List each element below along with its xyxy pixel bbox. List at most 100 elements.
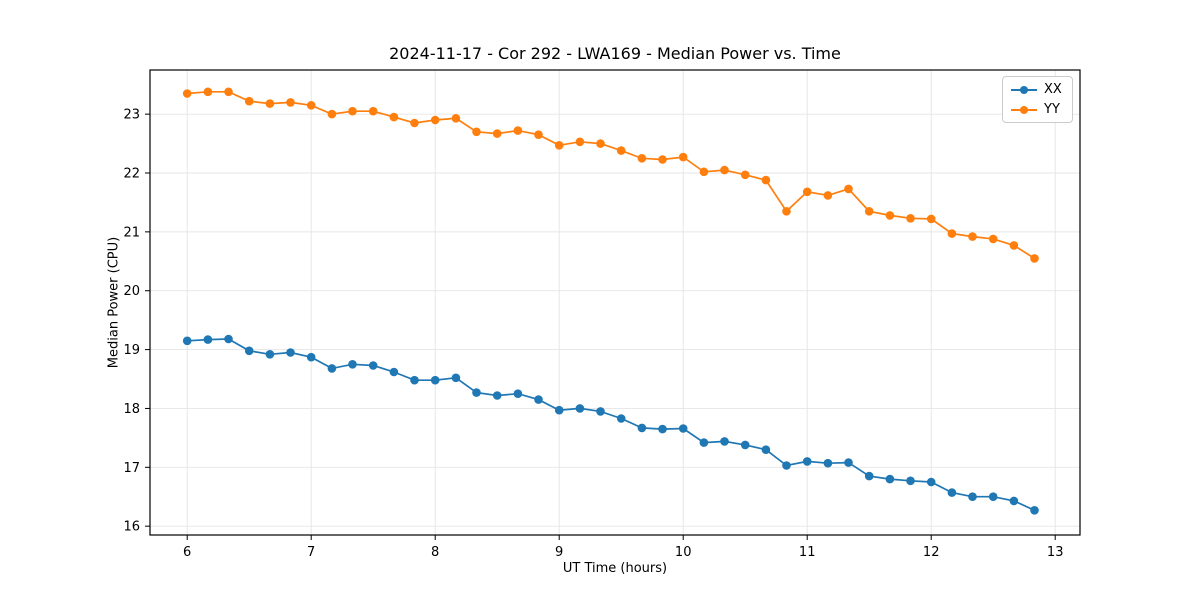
chart-title: 2024-11-17 - Cor 292 - LWA169 - Median P… [389, 44, 841, 63]
data-point-xx [782, 461, 791, 470]
x-tick-label: 12 [923, 545, 940, 560]
data-point-xx [699, 438, 709, 447]
data-point-xx [513, 389, 523, 399]
data-point-yy [968, 232, 977, 241]
data-point-yy [327, 109, 337, 119]
data-point-xx [203, 335, 213, 344]
x-tick-label: 7 [307, 545, 315, 560]
data-point-yy [244, 96, 254, 106]
data-point-xx [182, 336, 192, 346]
data-point-yy [740, 170, 750, 180]
data-point-yy [224, 87, 233, 97]
data-point-yy [513, 126, 523, 135]
data-point-xx [472, 388, 481, 397]
data-point-yy [782, 207, 791, 216]
data-point-xx [864, 471, 874, 481]
data-point-xx [658, 424, 667, 434]
data-point-yy [678, 152, 688, 162]
data-point-yy [389, 112, 399, 122]
x-axis-label: UT Time (hours) [562, 561, 668, 576]
data-point-yy [637, 154, 647, 163]
x-tick-label: 6 [183, 545, 191, 560]
data-point-xx [926, 477, 936, 487]
data-point-yy [802, 187, 812, 197]
y-axis-label: Median Power (CPU) [106, 236, 122, 369]
data-point-xx [244, 346, 254, 356]
data-point-xx [844, 458, 853, 467]
data-point-xx [906, 476, 915, 486]
data-point-xx [720, 437, 729, 446]
data-point-xx [968, 492, 977, 502]
data-point-xx [988, 492, 998, 502]
legend-item-yy: YY [1011, 102, 1062, 117]
y-tick-label: 20 [123, 284, 140, 299]
data-point-yy [658, 155, 667, 164]
y-tick-label: 19 [123, 343, 140, 358]
y-tick-label: 23 [123, 108, 140, 123]
data-point-yy [554, 141, 564, 150]
data-point-yy [823, 191, 833, 200]
data-point-xx [947, 488, 957, 497]
data-point-xx [451, 373, 461, 383]
data-point-yy [844, 184, 853, 194]
y-tick-label: 22 [123, 167, 140, 182]
data-point-yy [286, 98, 295, 107]
data-point-xx [802, 457, 812, 466]
data-point-xx [554, 405, 564, 415]
data-point-xx [823, 458, 833, 468]
data-point-yy [616, 146, 626, 155]
data-point-xx [492, 391, 502, 400]
data-point-xx [885, 474, 895, 484]
data-point-yy [906, 214, 915, 223]
x-tick-label: 8 [431, 545, 439, 560]
data-point-xx [430, 375, 440, 385]
data-point-yy [410, 118, 419, 128]
data-point-yy [265, 99, 275, 108]
data-point-xx [616, 414, 626, 423]
data-point-yy [596, 139, 605, 148]
data-point-xx [224, 334, 233, 344]
data-point-xx [368, 361, 378, 370]
data-point-yy [885, 211, 895, 220]
data-point-xx [306, 352, 316, 362]
data-point-xx [740, 440, 750, 450]
data-point-xx [637, 423, 647, 433]
data-point-yy [492, 129, 502, 138]
data-point-xx [265, 350, 275, 359]
series-line-xx [187, 338, 1035, 512]
data-point-xx [1009, 496, 1019, 506]
legend: XX YY [1002, 76, 1073, 123]
data-point-yy [988, 234, 998, 244]
data-point-yy [1030, 254, 1039, 263]
x-tick-label: 10 [675, 545, 692, 560]
data-point-xx [348, 360, 357, 369]
data-point-yy [699, 167, 709, 177]
data-point-yy [575, 137, 585, 147]
data-point-yy [348, 106, 357, 116]
data-point-yy [534, 130, 543, 139]
legend-marker-icon [1011, 105, 1037, 115]
data-point-xx [389, 367, 399, 377]
data-point-yy [926, 214, 936, 224]
y-tick-label: 17 [123, 461, 140, 476]
data-point-yy [203, 87, 213, 97]
data-point-yy [182, 89, 192, 98]
data-point-xx [327, 364, 337, 373]
data-point-yy [430, 115, 440, 125]
data-point-xx [1030, 506, 1039, 515]
series-line-yy [187, 90, 1035, 260]
data-point-xx [678, 424, 688, 433]
data-point-xx [410, 375, 419, 385]
y-tick-label: 18 [123, 402, 140, 417]
legend-label: YY [1044, 102, 1060, 117]
axes-frame [149, 69, 1081, 536]
data-point-yy [720, 165, 729, 175]
data-point-xx [575, 404, 585, 413]
legend-marker-icon [1011, 85, 1037, 95]
data-point-xx [286, 348, 295, 357]
data-point-yy [451, 114, 461, 123]
data-point-yy [947, 229, 957, 238]
y-tick-label: 16 [123, 520, 140, 535]
